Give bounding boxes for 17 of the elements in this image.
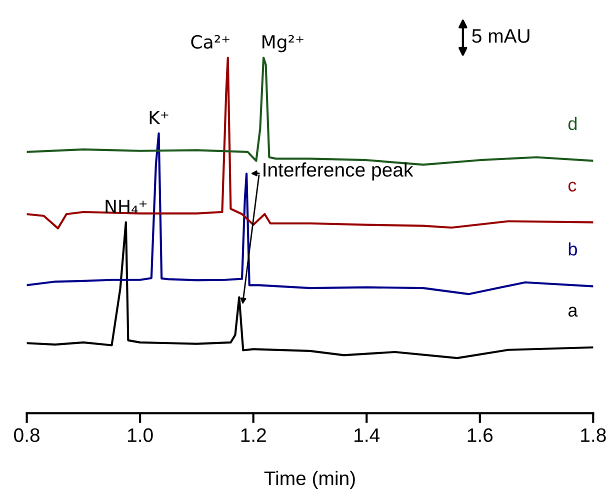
series-label: c (568, 182, 576, 192)
annotation: Ca²⁺ (191, 35, 230, 49)
x-tick-label: 1.2 (241, 428, 266, 442)
x-tick-label: 1.4 (354, 428, 380, 442)
annotation: K⁺ (150, 110, 168, 124)
text: 5 mAU (472, 29, 530, 43)
x-tick-label: 1.8 (581, 428, 606, 442)
series-label: a (568, 306, 578, 317)
series-label: b (568, 242, 577, 256)
x-tick-label: 1.0 (128, 428, 153, 442)
x-tick-label: 0.8 (14, 428, 40, 442)
annotation: Mg²⁺ (262, 35, 304, 52)
annotation: Interference peak (264, 162, 414, 181)
x-axis-title: Time (min) (264, 470, 355, 489)
x-tick-label: 1.6 (468, 428, 493, 442)
series-label: d (568, 116, 577, 130)
annotation: NH₄⁺ (106, 200, 147, 214)
